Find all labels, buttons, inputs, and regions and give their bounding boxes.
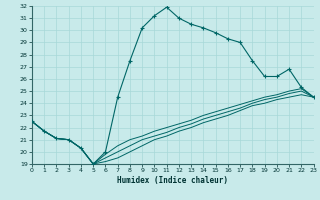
X-axis label: Humidex (Indice chaleur): Humidex (Indice chaleur) [117, 176, 228, 185]
